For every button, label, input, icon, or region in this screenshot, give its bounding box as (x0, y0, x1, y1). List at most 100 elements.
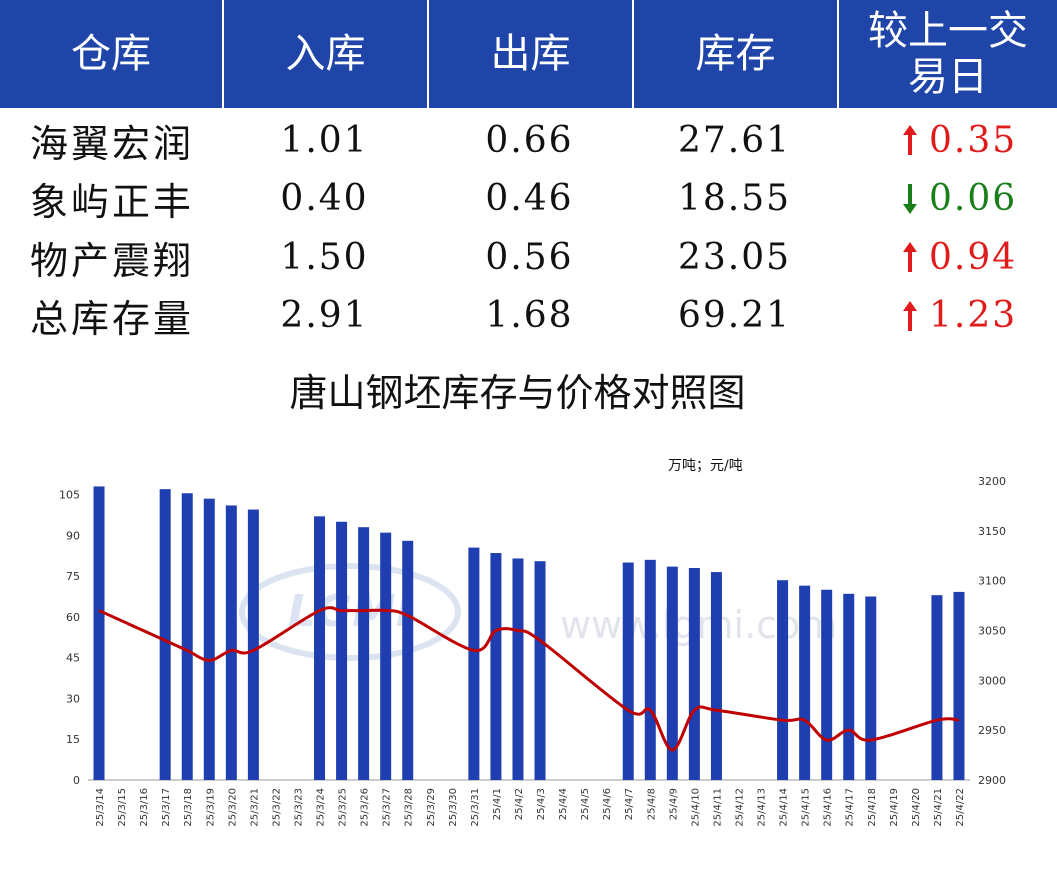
row-2-stock: 23.05 (677, 236, 792, 278)
x-tick-label: 25/3/20 (227, 788, 238, 827)
bar (225, 505, 237, 780)
header-outbound: 出库 (427, 0, 632, 108)
x-tick-label: 25/3/30 (448, 788, 459, 827)
bar (843, 593, 855, 780)
logo-ring-icon (239, 563, 461, 661)
bar (710, 572, 722, 780)
x-tick-label: 25/4/17 (845, 788, 856, 827)
x-tick-label: 25/3/31 (470, 788, 481, 827)
x-tick-label: 25/4/5 (580, 788, 591, 820)
row-1-change: 0.06 (837, 170, 1057, 228)
bar (622, 562, 634, 780)
x-tick-label: 25/3/23 (293, 788, 304, 827)
row-2-change: 0.94 (837, 228, 1057, 286)
bar (644, 559, 656, 780)
row-1-in: 0.40 (280, 178, 369, 219)
bar (314, 516, 326, 780)
chart-title: 唐山钢坯库存与价格对照图 (289, 371, 746, 415)
x-tick-label: 25/3/14 (95, 788, 106, 827)
bar (865, 596, 877, 780)
arrow-up-icon (903, 242, 917, 272)
row-0-change: 0.35 (837, 111, 1057, 169)
bar (358, 527, 370, 780)
bar (380, 532, 392, 780)
x-tick-label: 25/4/3 (536, 788, 547, 820)
change-value: 1.23 (929, 295, 1018, 336)
chart-area: 唐山钢坯库存与价格对照图 万吨；元/吨 www.lgmi.comLGMI0153… (0, 342, 1057, 895)
header-stock: 库存 (632, 0, 837, 108)
y-right-tick-label: 2950 (978, 724, 1006, 737)
row-3-out: 1.68 (485, 295, 574, 336)
bar (93, 486, 105, 780)
y-left-tick-label: 105 (59, 489, 80, 502)
x-tick-label: 25/3/24 (316, 788, 327, 827)
arrow-up-icon (903, 125, 917, 155)
bar (247, 509, 259, 780)
bar (777, 580, 789, 780)
y-left-tick-label: 75 (66, 570, 80, 583)
y-right-tick-label: 3150 (978, 525, 1006, 538)
header-inbound: 入库 (222, 0, 427, 108)
arrow-down-icon (903, 183, 917, 214)
bar (666, 566, 678, 780)
x-tick-label: 25/4/12 (734, 788, 745, 827)
header-change: 较上一交 易日 (837, 0, 1057, 108)
price-line (98, 606, 960, 752)
bar (821, 589, 833, 780)
row-0-out: 0.66 (485, 119, 574, 161)
header-change-line2: 易日 (908, 54, 988, 100)
x-tick-label: 25/4/7 (624, 788, 635, 820)
x-tick-label: 25/4/19 (889, 788, 900, 827)
x-tick-label: 25/3/19 (205, 788, 216, 827)
y-left-tick-label: 30 (66, 692, 80, 705)
x-tick-label: 25/3/25 (338, 788, 349, 827)
row-3-name: 总库存量 (30, 297, 195, 341)
x-tick-label: 25/3/18 (183, 788, 194, 827)
row-3-in: 2.91 (280, 295, 369, 336)
row-3-stock: 69.21 (677, 295, 792, 336)
row-0-name: 海翼宏润 (30, 121, 195, 166)
bar (402, 540, 414, 780)
row-1-name: 象屿正丰 (30, 180, 195, 224)
x-tick-label: 25/3/28 (404, 788, 415, 827)
y-right-tick-label: 3100 (978, 575, 1006, 588)
x-tick-label: 25/3/16 (139, 788, 150, 827)
change-value: 0.35 (929, 119, 1018, 161)
bar (799, 585, 811, 780)
x-tick-label: 25/4/21 (933, 788, 944, 827)
x-tick-label: 25/4/11 (712, 788, 723, 827)
bar (181, 493, 193, 780)
row-2-out: 0.56 (485, 236, 574, 278)
bar (688, 567, 700, 780)
bar (468, 547, 480, 780)
bar (159, 489, 171, 780)
x-tick-label: 25/4/8 (646, 788, 657, 820)
row-0-stock: 27.61 (677, 119, 792, 161)
x-tick-label: 25/4/4 (558, 788, 569, 820)
chart-svg: www.lgmi.comLGMI015304560759010529002950… (59, 475, 1006, 827)
x-tick-label: 25/4/1 (492, 788, 503, 820)
row-3-change: 1.23 (837, 287, 1057, 345)
y-left-tick-label: 45 (66, 652, 80, 665)
x-tick-label: 25/4/14 (779, 788, 790, 827)
row-1-out: 0.46 (485, 178, 574, 219)
bar (512, 558, 524, 780)
x-tick-label: 25/3/22 (271, 788, 282, 827)
row-2-name: 物产震翔 (30, 238, 195, 283)
x-tick-label: 25/4/13 (757, 788, 768, 827)
unit-label: 万吨；元/吨 (668, 458, 743, 474)
x-tick-label: 25/3/21 (249, 788, 260, 827)
x-tick-label: 25/3/29 (426, 788, 437, 827)
x-tick-label: 25/4/16 (823, 788, 834, 827)
y-right-tick-label: 3200 (978, 475, 1006, 488)
y-left-tick-label: 0 (73, 774, 80, 787)
header-change-line1: 较上一交 (868, 8, 1028, 54)
row-1-stock: 18.55 (677, 178, 792, 219)
row-0-in: 1.01 (280, 119, 369, 161)
arrow-up-icon (903, 300, 917, 331)
bar (336, 521, 348, 780)
x-tick-label: 25/4/10 (690, 788, 701, 827)
bar (534, 561, 546, 780)
change-value: 0.94 (929, 236, 1018, 278)
header-warehouse: 仓库 (0, 0, 222, 108)
